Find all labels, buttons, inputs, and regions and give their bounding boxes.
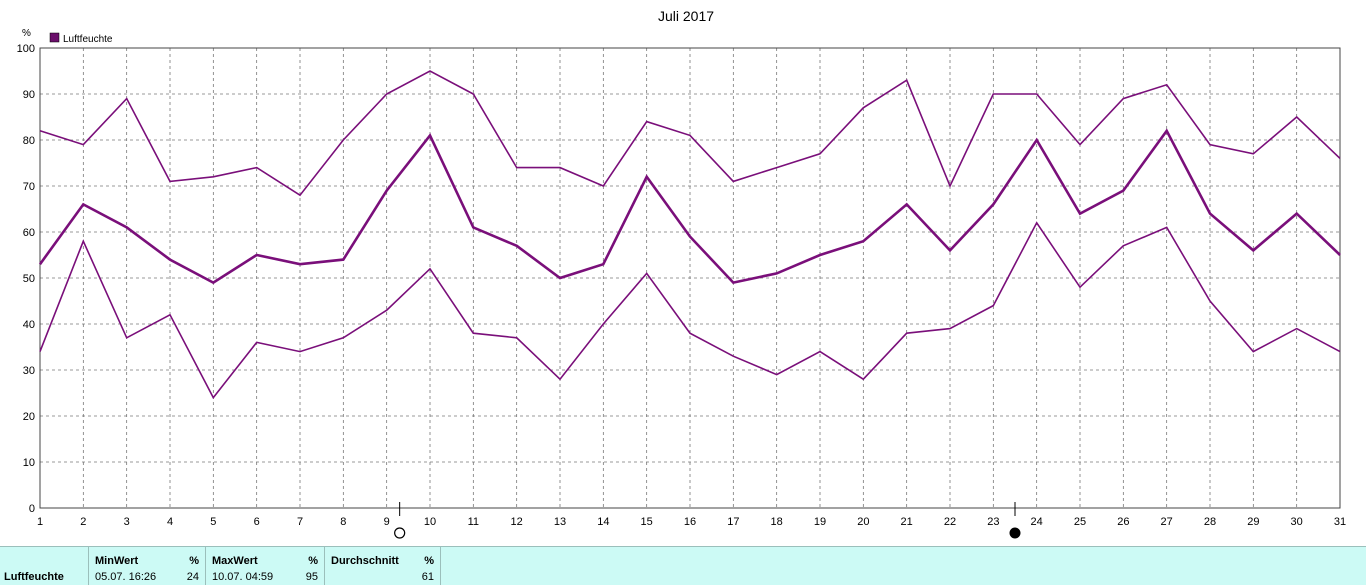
y-tick-label: 100 [17,43,35,55]
y-tick-label: 0 [29,503,35,515]
y-tick-label: 60 [23,227,35,239]
x-tick-label: 6 [254,516,260,528]
y-tick-label: 80 [23,135,35,147]
max-header: MaxWert [212,555,258,567]
stats-row-label-cell: Luftfeuchte [0,547,89,585]
stats-bar: Luftfeuchte MinWert % 05.07. 16:26 24 Ma… [0,546,1366,585]
x-tick-label: 28 [1204,516,1216,528]
y-tick-label: 10 [23,457,35,469]
x-tick-label: 11 [468,516,479,528]
y-tick-label: 20 [23,411,35,423]
x-tick-label: 21 [901,516,913,528]
x-tick-label: 18 [771,516,783,528]
x-tick-label: 25 [1074,516,1086,528]
full-moon-icon [394,527,406,539]
x-tick-label: 15 [641,516,653,528]
x-tick-label: 3 [124,516,130,528]
x-tick-label: 23 [987,516,999,528]
x-tick-label: 13 [554,516,566,528]
legend-label: Luftfeuchte [63,34,113,45]
x-tick-label: 4 [167,516,173,528]
series-line-1 [39,70,1341,197]
y-tick-label: 70 [23,181,35,193]
x-tick-label: 26 [1117,516,1129,528]
x-tick-label: 22 [944,516,956,528]
y-tick-label: 90 [23,89,35,101]
x-tick-label: 31 [1334,516,1346,528]
x-tick-label: 5 [210,516,216,528]
average-unit: % [424,555,434,567]
x-tick-label: 16 [684,516,696,528]
x-tick-label: 19 [814,516,826,528]
chart-title: Juli 2017 [658,8,714,24]
max-value-column: MaxWert % 10.07. 04:59 95 [206,547,325,585]
y-tick-label: 30 [23,365,35,377]
min-header: MinWert [95,555,139,567]
series-line-3 [39,221,1341,400]
min-value: 24 [186,571,199,583]
x-tick-label: 27 [1161,516,1173,528]
x-tick-label: 24 [1031,516,1043,528]
average-value: 61 [421,571,434,583]
x-tick-label: 8 [340,516,346,528]
x-tick-label: 29 [1247,516,1259,528]
x-tick-label: 2 [80,516,86,528]
x-tick-label: 12 [511,516,523,528]
x-tick-label: 1 [37,516,43,528]
new-moon-icon [1009,527,1021,539]
x-tick-label: 20 [857,516,869,528]
x-tick-label: 10 [424,516,436,528]
y-tick-label: 50 [23,273,35,285]
humidity-chart: Juli 2017 % Luftfeuchte 0 10 20 30 40 50 60 70 8… [17,8,1346,539]
legend-swatch [49,32,60,43]
plot-frame [39,47,1341,509]
series-line-2 [38,128,1341,285]
y-axis-unit: % [22,28,31,39]
max-value: 95 [305,571,318,583]
min-timestamp: 05.07. 16:26 [95,571,157,583]
average-column: Durchschnitt % 61 [325,547,441,585]
y-tick-label: 40 [23,319,35,331]
stats-row-label: Luftfeuchte [4,571,64,583]
min-unit: % [189,555,199,567]
x-tick-label: 9 [384,516,390,528]
x-tick-label: 17 [727,516,739,528]
max-unit: % [308,555,318,567]
x-tick-label: 30 [1291,516,1303,528]
max-timestamp: 10.07. 04:59 [212,571,274,583]
average-header: Durchschnitt [331,555,399,567]
min-value-column: MinWert % 05.07. 16:26 24 [89,547,206,585]
x-tick-label: 7 [297,516,303,528]
x-tick-label: 14 [597,516,609,528]
